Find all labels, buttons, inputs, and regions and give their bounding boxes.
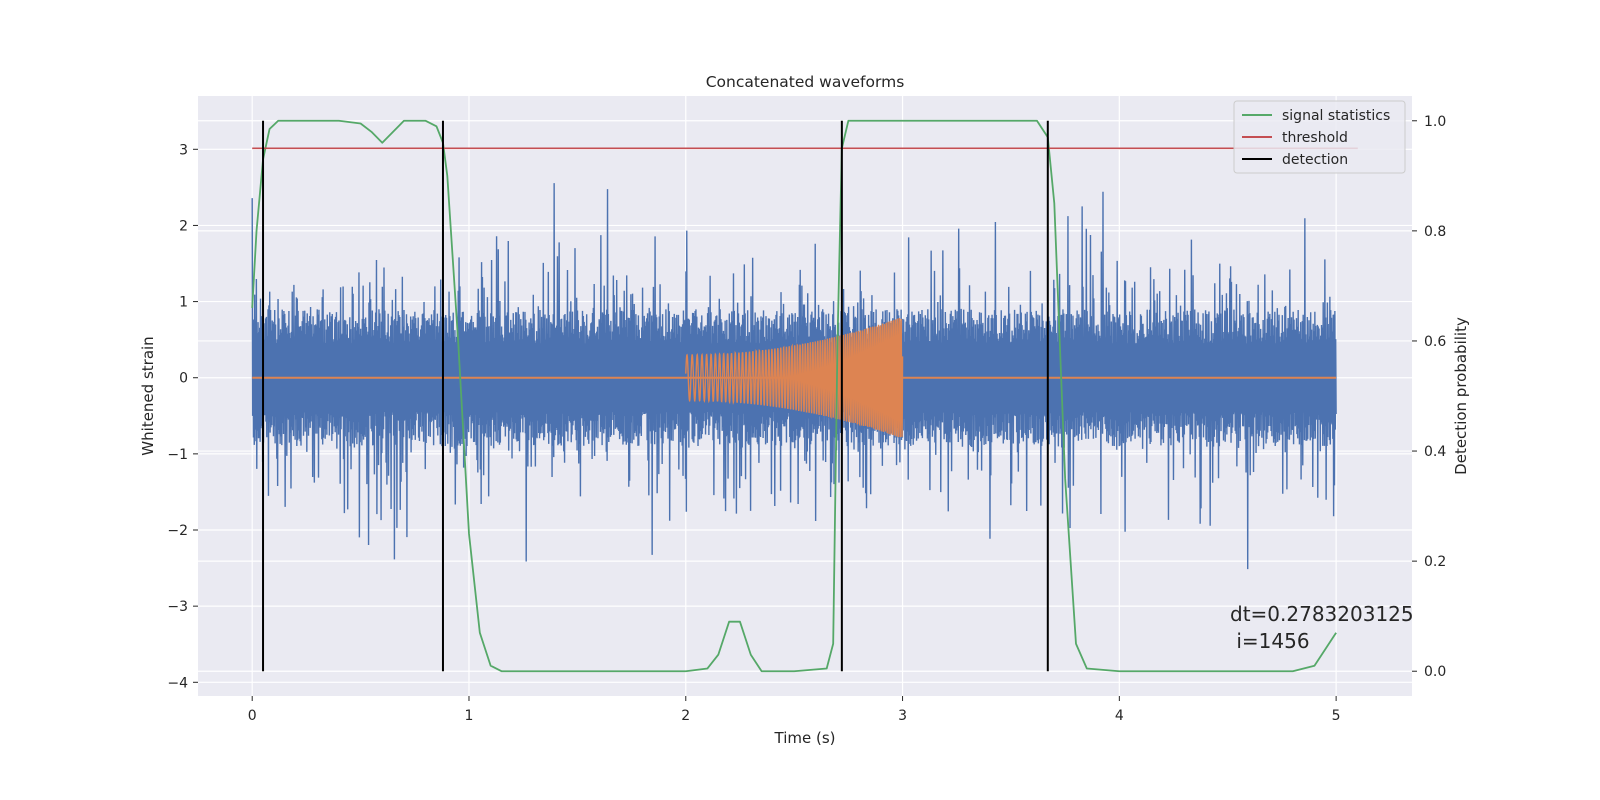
y2-tick-label: 0.6 — [1424, 334, 1446, 350]
legend-label: detection — [1282, 152, 1348, 168]
legend-label: signal statistics — [1282, 108, 1390, 124]
y-axis-label: Whitened strain — [139, 336, 157, 455]
y2-tick-label: 0.0 — [1424, 664, 1446, 680]
annotation-index: i=1456 — [1230, 629, 1310, 653]
y-tick-label: −2 — [167, 523, 188, 539]
y2-tick-label: 0.2 — [1424, 554, 1446, 570]
y-tick-label: 3 — [179, 142, 188, 158]
y2-tick-label: 0.8 — [1424, 224, 1446, 240]
y2-tick-label: 1.0 — [1424, 114, 1446, 130]
annotation-dt: dt=0.2783203125 — [1230, 602, 1414, 626]
legend-label: threshold — [1282, 130, 1348, 146]
x-tick-label: 1 — [465, 708, 474, 724]
y2-tick-label: 0.4 — [1424, 444, 1446, 460]
legend-box — [1233, 100, 1406, 174]
y-tick-label: −4 — [167, 675, 188, 691]
y-tick-label: −1 — [167, 447, 188, 463]
axes-layer: 0 1 2 3 4 5 −4 −3 −2 −1 0 1 2 3 0.0 0.2 0.4 0.6 0.8 1.0 — [167, 114, 1446, 724]
y-tick-label: −3 — [167, 599, 188, 615]
series-layer — [251, 119, 1358, 673]
y-tick-label: 1 — [179, 295, 188, 311]
y-tick-label: 2 — [179, 218, 188, 234]
signal-statistics-line — [251, 119, 1337, 673]
x-tick-label: 4 — [1115, 708, 1124, 724]
legend: signal statistics threshold detection — [1233, 100, 1406, 174]
x-tick-label: 2 — [681, 708, 690, 724]
chirp-series-line — [685, 318, 904, 438]
x-axis-label: Time (s) — [774, 729, 836, 747]
y2-axis-label: Detection probability — [1452, 317, 1470, 475]
chart-title: Concatenated waveforms — [706, 73, 905, 91]
x-tick-label: 5 — [1332, 708, 1341, 724]
x-tick-label: 3 — [898, 708, 907, 724]
y-tick-label: 0 — [179, 371, 188, 387]
x-tick-label: 0 — [248, 708, 257, 724]
